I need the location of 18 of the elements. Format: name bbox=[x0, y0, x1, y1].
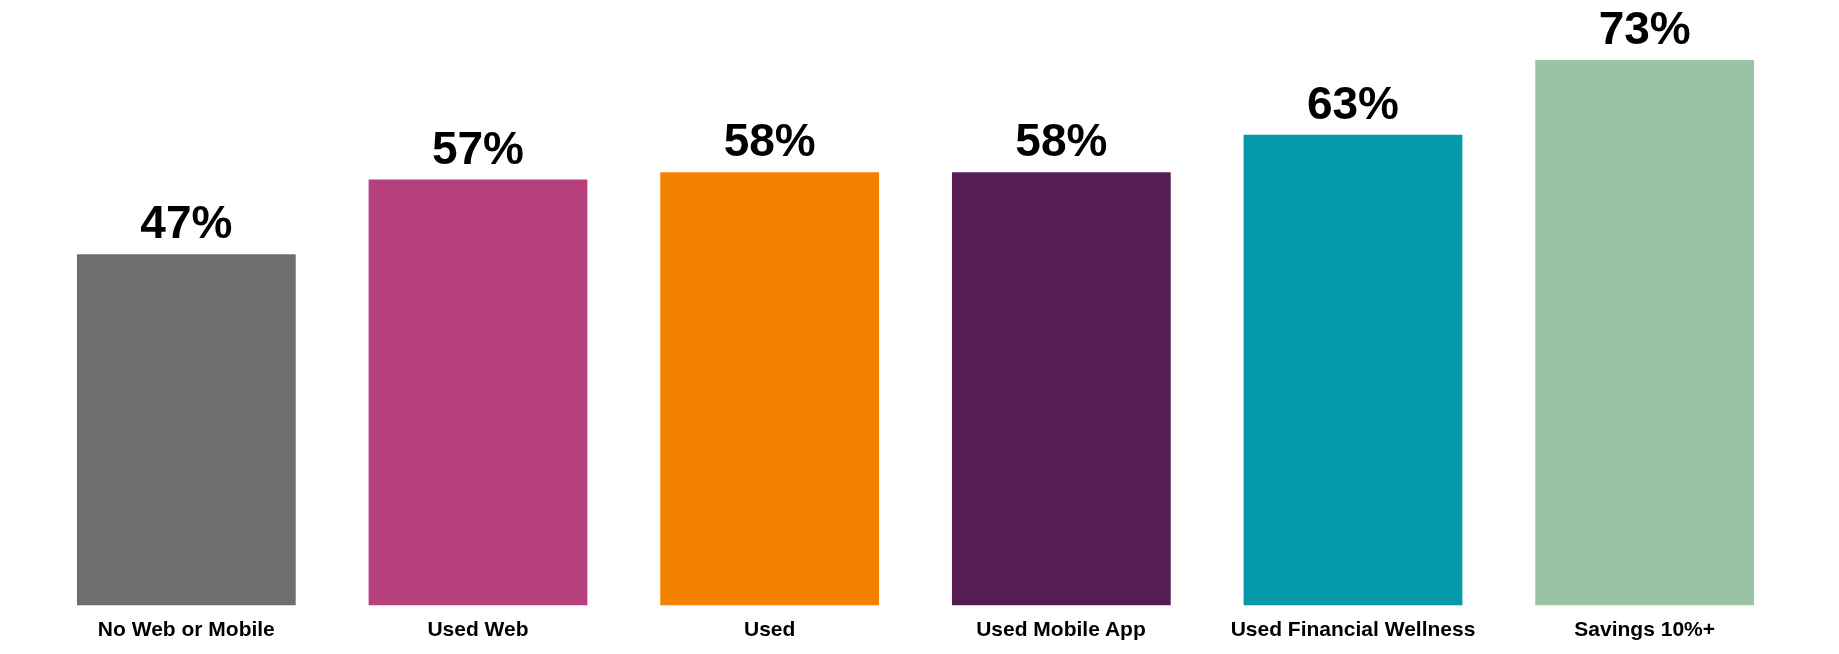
data-label: 57% bbox=[431, 121, 525, 174]
bar bbox=[660, 172, 880, 606]
x-tick-label: Used Financial Wellness bbox=[1230, 616, 1476, 640]
x-tick-label: Savings 10%+ bbox=[1574, 616, 1716, 640]
data-label: 58% bbox=[723, 114, 816, 167]
bar bbox=[368, 179, 588, 606]
data-label: 47% bbox=[140, 196, 233, 249]
bar bbox=[76, 254, 296, 606]
data-label: 73% bbox=[1598, 2, 1691, 55]
x-tick-label: Used Web bbox=[427, 616, 529, 640]
bar bbox=[951, 172, 1171, 606]
data-label: 63% bbox=[1306, 76, 1400, 129]
x-tick-label: Used bbox=[743, 616, 796, 640]
x-tick-label: Used Mobile App bbox=[976, 616, 1146, 640]
bar bbox=[1243, 134, 1463, 606]
bar bbox=[1535, 60, 1755, 606]
x-tick-label: No Web or Mobile bbox=[97, 616, 275, 640]
data-label: 58% bbox=[1015, 114, 1108, 167]
